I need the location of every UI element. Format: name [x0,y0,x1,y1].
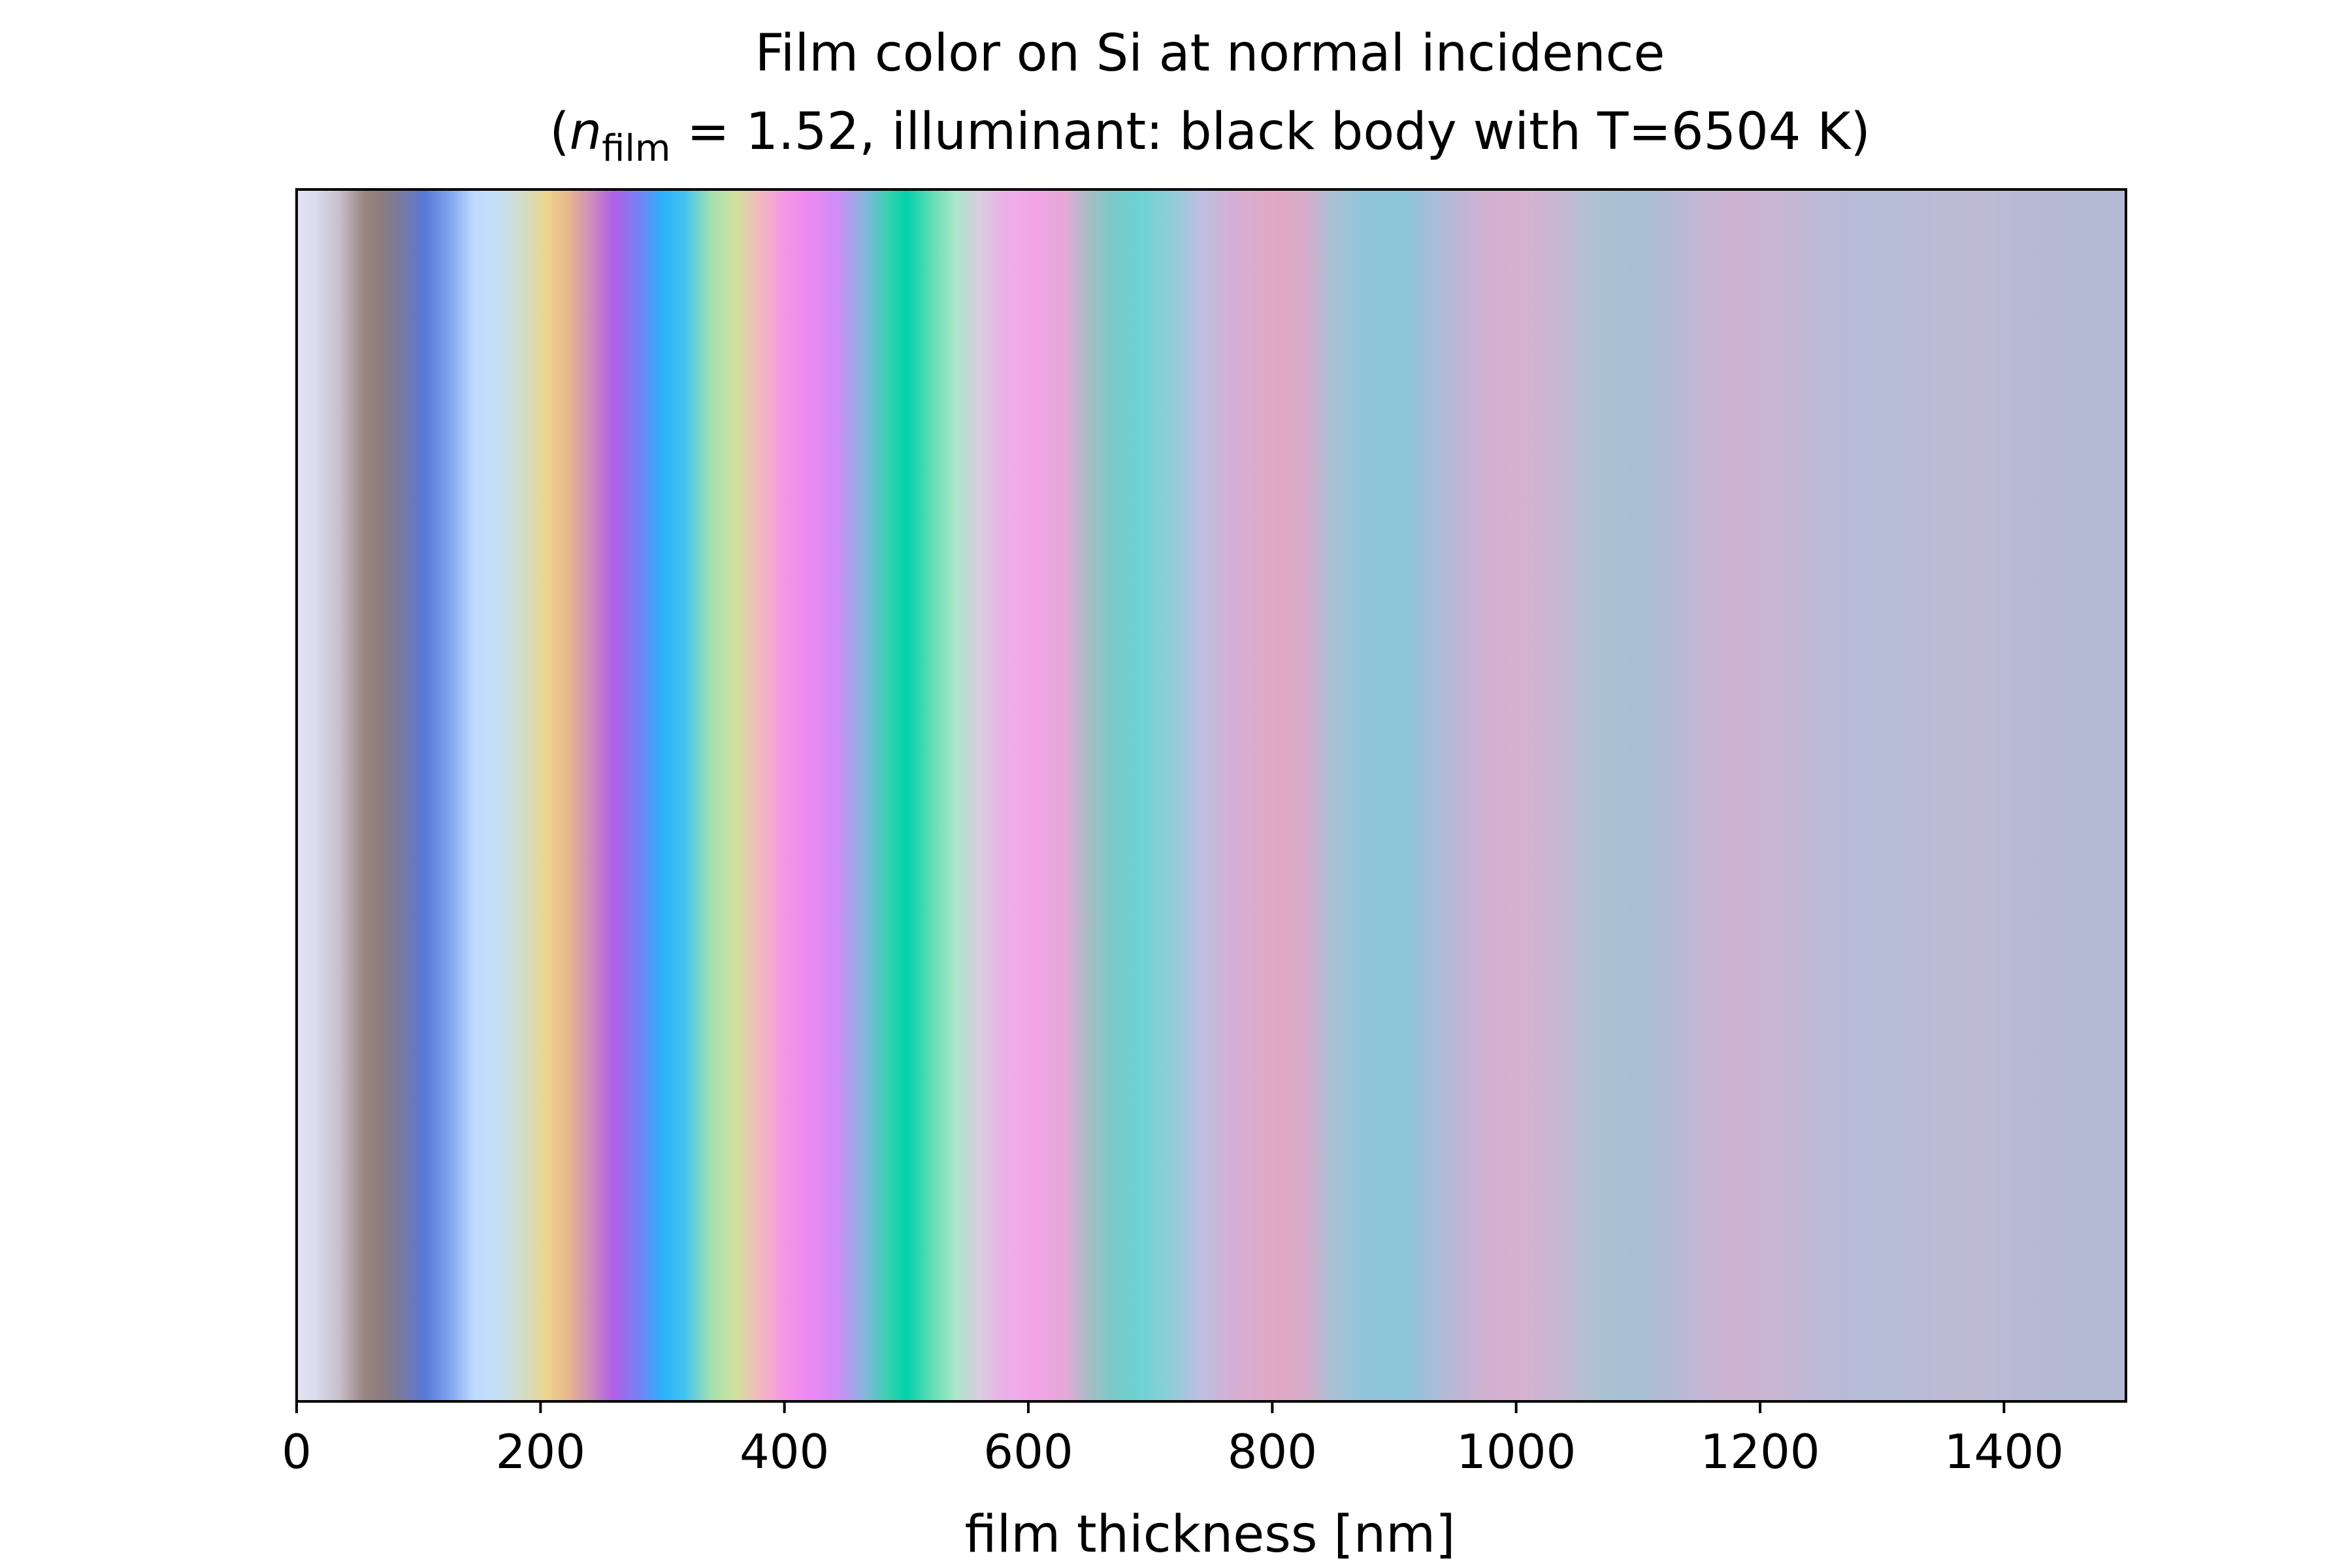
title-n-symbol: n [570,103,602,161]
title-rest: = 1.52, illuminant: black body with T=65… [670,103,1870,161]
color-band [297,189,2126,1401]
chart-title-line2: (nfilm = 1.52, illuminant: black body wi… [549,103,1870,170]
title-film-subscript: film [602,127,670,170]
x-tick-label-1400: 1400 [1944,1424,2064,1479]
x-tick-label-600: 600 [983,1424,1073,1479]
x-axis-ticks: 0 200 400 600 800 1000 1200 1400 [282,1401,2064,1479]
chart-title-line1: Film color on Si at normal incidence [755,24,1665,83]
x-tick-label-1000: 1000 [1456,1424,1576,1479]
x-tick-label-800: 800 [1228,1424,1317,1479]
title-open-paren: ( [549,103,569,161]
x-tick-label-1200: 1200 [1700,1424,1820,1479]
x-axis-label: film thickness [nm] [964,1505,1455,1564]
x-tick-label-0: 0 [282,1424,312,1479]
x-tick-label-400: 400 [740,1424,829,1479]
x-tick-label-200: 200 [496,1424,585,1479]
plot-frame [295,188,2127,1403]
